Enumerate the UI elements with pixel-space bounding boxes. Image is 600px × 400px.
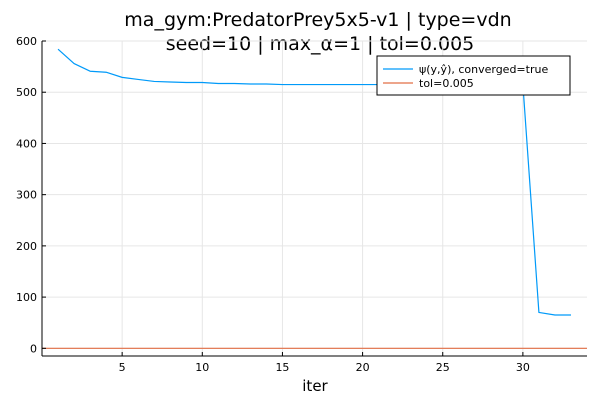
chart-title-line-1: ma_gym:PredatorPrey5x5-v1 | type=vdn <box>124 9 511 31</box>
y-tick-label: 0 <box>30 342 37 355</box>
y-tick-label: 500 <box>16 86 37 99</box>
y-tick-label: 400 <box>16 137 37 150</box>
x-tick-label: 10 <box>195 361 209 374</box>
legend-entry-label: ψ(y,ŷ), converged=true <box>419 63 548 76</box>
x-tick-label: 15 <box>275 361 289 374</box>
y-tick-label: 600 <box>16 35 37 48</box>
axes <box>41 40 587 357</box>
legend-entry-label: tol=0.005 <box>419 77 474 90</box>
legend-box <box>376 55 571 96</box>
y-tick-label: 200 <box>16 240 37 253</box>
x-tick-label: 25 <box>436 361 450 374</box>
y-tick-label: 300 <box>16 189 37 202</box>
x-tick-label: 30 <box>516 361 530 374</box>
chart-title: ma_gym:PredatorPrey5x5-v1 | type=vdn see… <box>124 9 511 55</box>
x-tick-label: 5 <box>119 361 126 374</box>
y-tick-label: 100 <box>16 291 37 304</box>
x-axis-label: iter <box>302 377 328 395</box>
chart-title-line-2: seed=10 | max_α=1 | tol=0.005 <box>166 33 475 55</box>
x-tick-label: 20 <box>356 361 370 374</box>
